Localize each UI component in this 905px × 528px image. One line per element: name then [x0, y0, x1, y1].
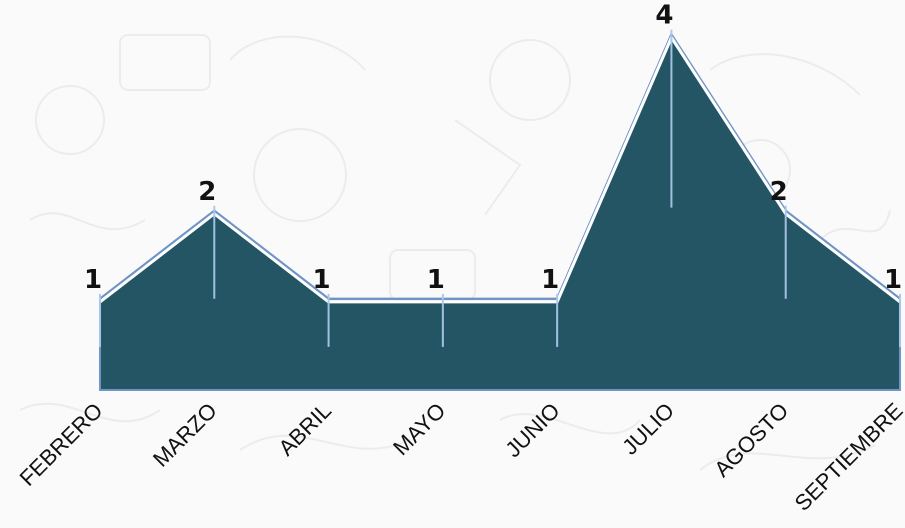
data-label-7: 1: [884, 265, 902, 295]
area-outline: [99, 33, 901, 301]
data-label-1: 2: [198, 177, 216, 207]
data-label-5: 4: [655, 1, 673, 31]
data-label-4: 1: [541, 265, 559, 295]
data-label-3: 1: [427, 265, 445, 295]
area-highlight-line: [99, 36, 901, 304]
data-label-6: 2: [770, 177, 788, 207]
data-label-2: 1: [313, 265, 331, 295]
data-label-0: 1: [84, 265, 102, 295]
